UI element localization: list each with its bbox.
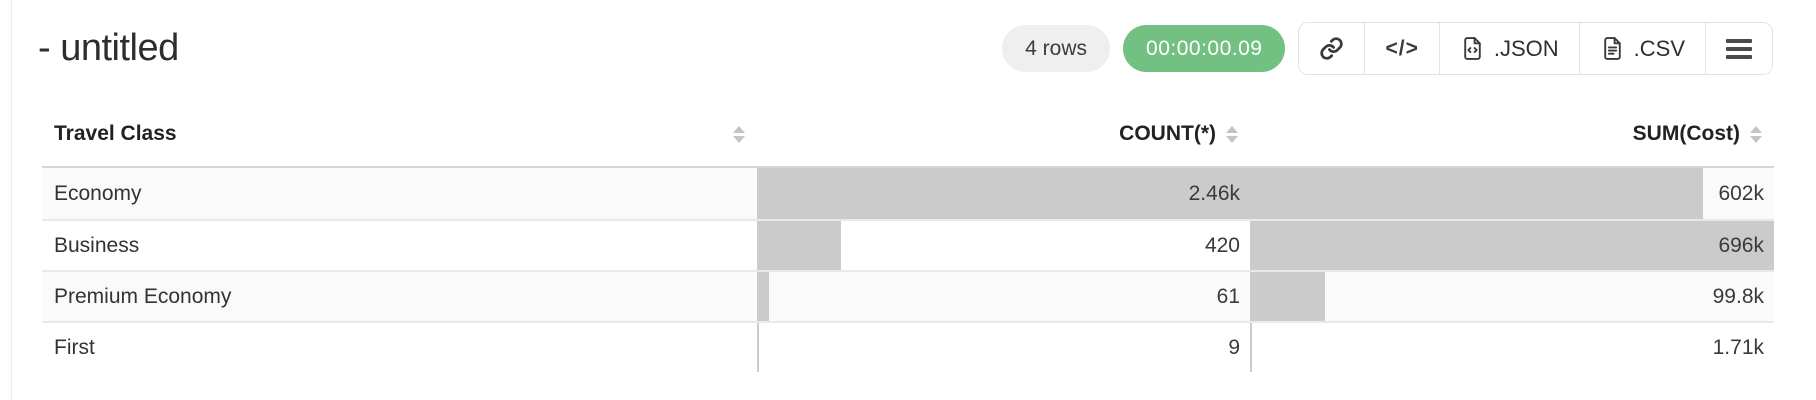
travel-class-value: First [54, 335, 95, 359]
export-button-group: </> .JSON [1298, 22, 1773, 75]
travel-class-cell: Business [42, 221, 757, 270]
sort-arrows-icon [1226, 125, 1238, 143]
query-title: - untitled [38, 27, 179, 69]
table-row: Business 420 696k [42, 219, 1774, 270]
export-csv-button[interactable]: .CSV [1578, 23, 1705, 74]
count-cell: 420 [757, 221, 1250, 270]
sum-value: 602k [1718, 181, 1764, 205]
count-value: 2.46k [1188, 181, 1240, 205]
travel-class-cell: Premium Economy [42, 272, 757, 321]
count-value-bar [757, 221, 842, 270]
column-label: Travel Class [54, 122, 177, 145]
table-row: Premium Economy 61 99.8k [42, 270, 1774, 321]
column-label: COUNT(*) [1119, 122, 1216, 145]
count-cell: 61 [757, 272, 1250, 321]
sum-value-bar [1250, 221, 1774, 270]
column-header-travel-class[interactable]: Travel Class [42, 102, 757, 166]
result-controls: 4 rows 00:00:00.09 </> [1002, 22, 1773, 75]
query-result-header: - untitled 4 rows 00:00:00.09 </> [0, 0, 1816, 75]
export-json-label: .JSON [1493, 35, 1559, 61]
travel-class-cell: Economy [42, 168, 757, 219]
count-cell: 9 [757, 323, 1250, 372]
table-header-row: Travel Class COUNT(*) SUM(Cost) [42, 102, 1774, 168]
query-duration-badge: 00:00:00.09 [1123, 25, 1286, 72]
export-json-button[interactable]: .JSON [1438, 23, 1579, 74]
count-value-bar [757, 272, 770, 321]
count-value-bar [757, 323, 759, 372]
sum-cost-cell: 602k [1250, 168, 1774, 219]
count-value: 420 [1204, 233, 1240, 257]
result-table: Travel Class COUNT(*) SUM(Cost) Economy … [42, 102, 1774, 372]
result-menu-button[interactable] [1705, 23, 1772, 74]
travel-class-value: Business [54, 233, 140, 257]
sum-value: 696k [1718, 233, 1764, 257]
sum-value-bar [1250, 272, 1325, 321]
travel-class-value: Economy [54, 181, 142, 205]
sum-cost-cell: 696k [1250, 221, 1774, 270]
sort-arrows-icon [1750, 125, 1762, 143]
code-icon: </> [1385, 36, 1419, 60]
count-value: 9 [1228, 335, 1240, 359]
sum-value-bar [1250, 323, 1252, 372]
row-count-badge: 4 rows [1002, 25, 1111, 72]
table-row: Economy 2.46k 602k [42, 168, 1774, 219]
copy-link-button[interactable] [1299, 23, 1365, 74]
column-label: SUM(Cost) [1632, 122, 1740, 145]
sort-arrows-icon [733, 125, 745, 143]
count-value-bar [757, 168, 1250, 219]
count-cell: 2.46k [757, 168, 1250, 219]
travel-class-cell: First [42, 323, 757, 372]
column-header-count[interactable]: COUNT(*) [757, 102, 1250, 166]
hamburger-menu-icon [1726, 38, 1752, 59]
view-sql-button[interactable]: </> [1364, 23, 1439, 74]
sum-value: 99.8k [1712, 284, 1764, 308]
column-header-sum-cost[interactable]: SUM(Cost) [1250, 102, 1774, 166]
table-row: First 9 1.71k [42, 321, 1774, 372]
sum-value-bar [1250, 168, 1704, 219]
sum-value: 1.71k [1712, 335, 1764, 359]
link-icon [1319, 36, 1344, 61]
count-value: 61 [1216, 284, 1240, 308]
file-text-icon [1600, 36, 1625, 61]
table-body: Economy 2.46k 602k Business 420 696k Pre… [42, 168, 1774, 372]
sum-cost-cell: 99.8k [1250, 272, 1774, 321]
panel-edge-divider [11, 0, 12, 400]
sum-cost-cell: 1.71k [1250, 323, 1774, 372]
file-code-icon [1460, 36, 1485, 61]
export-csv-label: .CSV [1633, 35, 1685, 61]
travel-class-value: Premium Economy [54, 284, 232, 308]
